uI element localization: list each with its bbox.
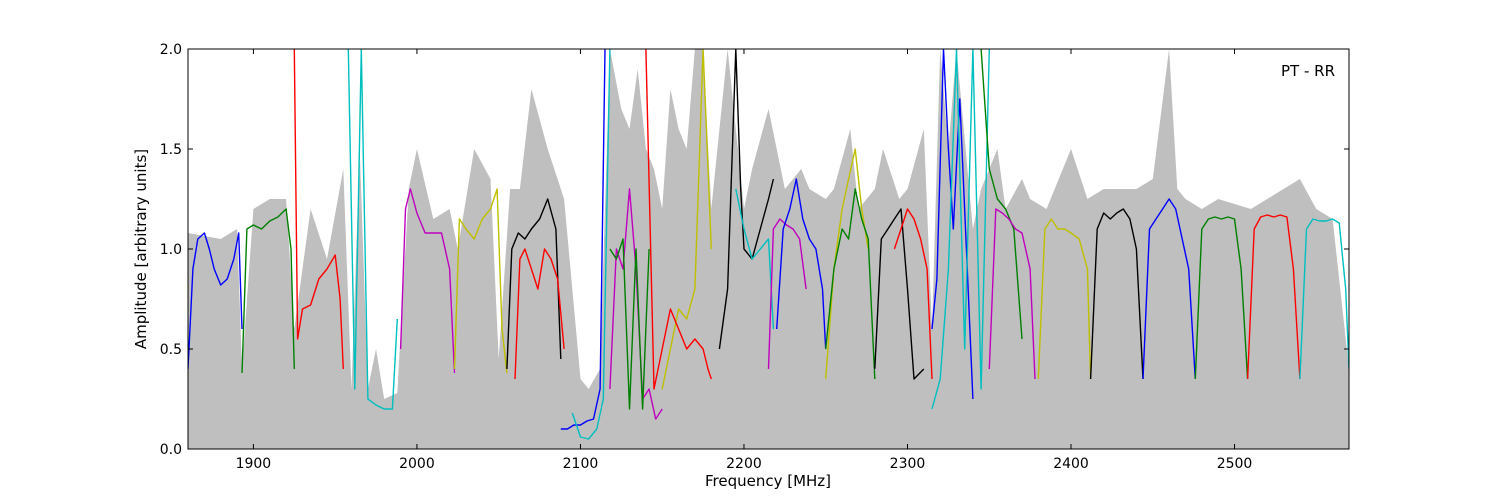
series-line-25 [980,49,1023,340]
y-tick-label: 2.0 [160,42,182,58]
series-line-22 [893,208,933,380]
series-line-28 [1089,208,1144,380]
x-tick-label: 2200 [726,456,762,472]
series-line-27 [1037,218,1092,380]
series-line-5 [399,188,456,374]
series-line-24 [931,49,990,410]
series-line-15 [718,49,775,350]
y-tick-label: 1.5 [160,142,182,158]
x-tick-label: 2300 [890,456,926,472]
x-tick-label: 1900 [236,456,272,472]
x-tick-label: 2000 [399,456,435,472]
series-line-18 [776,178,827,350]
series-line-11 [609,188,663,420]
series-line-31 [1246,214,1301,380]
y-tick-label: 0.5 [160,342,182,358]
series-line-8 [514,248,565,380]
series-line-13 [661,49,712,390]
x-axis-title: Frequency [MHz] [705,472,831,490]
series-line-6 [453,188,508,374]
series-line-32 [1299,218,1349,380]
plot-series-group [188,49,1349,449]
series-line-7 [506,198,562,370]
series-line-3 [293,49,344,370]
y-tick-label: 1.0 [160,242,182,258]
series-line-20 [825,188,876,380]
series-line-2 [241,208,295,374]
series-line-17 [767,218,807,370]
axis-ticks: 1900 2000 2100 2200 2300 2400 2500 0.0 0.5 1.0 1.5… [160,42,1349,472]
x-tick-label: 2400 [1053,456,1089,472]
series-line-21 [874,208,925,380]
annotation-label: PT - RR [1281,62,1335,80]
series-line-9 [560,49,606,430]
series-line-30 [1194,216,1249,380]
series-line-12 [609,238,650,410]
series-line-4 [347,49,398,410]
x-tick-label: 2500 [1217,456,1253,472]
y-axis-title: Amplitude [arbitrary units] [132,149,150,349]
plot-area [188,49,1349,449]
y-tick-label: 0.0 [160,442,182,458]
series-line-10 [571,49,611,440]
x-tick-label: 2100 [563,456,599,472]
series-line-26 [988,208,1036,380]
series-line-16 [735,188,775,330]
series-line-1 [188,232,243,370]
series-line-29 [1142,198,1196,380]
series-line-14 [645,49,712,390]
